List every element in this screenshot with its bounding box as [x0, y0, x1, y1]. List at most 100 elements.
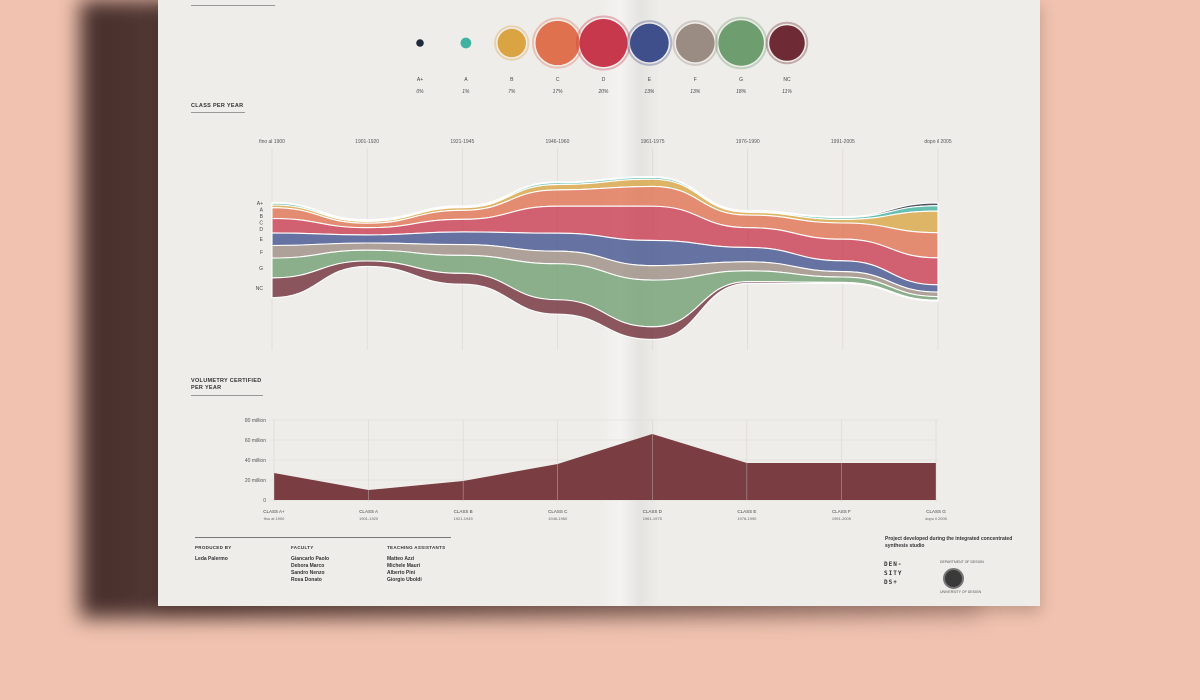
volume-y-tick: 60 million: [245, 438, 266, 444]
volume-y-tick: 80 million: [245, 418, 266, 424]
bubble-value: 0%: [416, 89, 424, 95]
university-footer: University of Design: [940, 590, 982, 594]
volume-area-chart: 80 million 60 million 40 million 20 million…: [245, 418, 948, 521]
bubble-label: B: [510, 77, 514, 83]
credit-name: Leda Palermo: [195, 556, 228, 562]
bubble-label: C: [556, 77, 560, 83]
volume-x-sublabel: fino al 1900: [264, 516, 285, 521]
section-title-volumetry: VOLUMETRY CERTIFIED PER YEAR: [191, 378, 263, 396]
credits-divider: [195, 537, 451, 538]
bubble-c: [535, 20, 580, 66]
bubble-f-ring: [672, 20, 719, 66]
volume-x-label: CLASS F: [832, 509, 851, 514]
faculty-label: FACULTY: [291, 545, 314, 550]
bubble-d: [579, 19, 628, 67]
volume-x-label: CLASS E: [737, 509, 756, 514]
university-label: Department of Design: [940, 560, 984, 564]
volume-x-sublabel: 1961-1975: [643, 516, 663, 521]
volume-x-sublabel: 1976-1990: [737, 516, 757, 521]
bubble-e: [630, 23, 669, 63]
bubble-label: NC: [783, 77, 791, 83]
bubble-label: A: [464, 77, 468, 83]
bubble-value: 11%: [782, 89, 792, 95]
credits-teaching: TEACHING ASSISTANTS Matteo Azzi Michele …: [387, 545, 445, 584]
bubble-label: G: [739, 77, 743, 83]
credit-name: Giancarlo Paolo: [291, 556, 330, 562]
bubble-value: 18%: [736, 89, 747, 95]
volume-x-label: CLASS C: [548, 509, 568, 514]
volume-x-sublabel: 1991-2005: [832, 516, 852, 521]
produced-by-label: PRODUCED BY: [195, 545, 232, 550]
stream-x-label: 1991-2005: [831, 139, 855, 145]
bubble-g-ring: [714, 16, 768, 70]
volume-x-label: CLASS D: [643, 509, 663, 514]
bubble-b-ring: [494, 25, 530, 61]
credit-name: Sandro Nenzo: [291, 570, 325, 576]
streamgraph-chart: fino al 1900 1901-1920 1921-1945 1946-1960 1…: [256, 139, 952, 350]
logo-line: DS+: [884, 579, 898, 586]
logo-line: SITY: [884, 570, 903, 577]
bubble-aplus: [416, 39, 424, 47]
bubble-g: [718, 20, 764, 66]
bubble-value: 13%: [644, 89, 655, 95]
volume-y-tick: 40 million: [245, 458, 266, 464]
stream-y-label: A: [260, 207, 264, 213]
bubble-nc-ring: [765, 21, 809, 65]
density-logo: DEN- SITY DS+: [884, 560, 902, 587]
stream-y-label: NC: [256, 286, 264, 292]
credit-name: Alberto Pini: [387, 570, 416, 576]
stream-y-label: A+: [257, 201, 263, 207]
stream-y-label: B: [260, 214, 264, 220]
stream-x-label: fino al 1900: [259, 139, 285, 145]
bubble-chart: A+ 0% A 1% B 7% C 17% D 20% E 13% F 13% G 18% NC 11%: [416, 15, 809, 95]
bubble-label: E: [648, 77, 652, 83]
volume-x-label: CLASS G: [926, 509, 946, 514]
bubble-label: D: [602, 77, 606, 83]
bubble-a: [460, 37, 472, 49]
bubble-value: 1%: [462, 89, 470, 95]
stream-x-label: 1901-1920: [355, 139, 379, 145]
stream-x-label: dopo il 2005: [924, 139, 951, 145]
logo-line: DEN-: [884, 561, 903, 568]
bubble-e-ring: [626, 20, 673, 66]
credit-name: Rosa Donato: [291, 577, 322, 583]
bubble-value: 17%: [553, 89, 564, 95]
stream-y-label: F: [260, 250, 263, 256]
teaching-label: TEACHING ASSISTANTS: [387, 545, 446, 550]
credit-name: Michele Mauri: [387, 563, 421, 569]
stream-x-label: 1976-1990: [736, 139, 760, 145]
credit-name: Debora Marco: [291, 563, 325, 569]
credits-faculty: FACULTY Giancarlo Paolo Debora Marco San…: [291, 545, 329, 584]
section-title-class-per-year: CLASS PER YEAR: [191, 103, 245, 113]
volume-x-label: CLASS A+: [263, 509, 285, 514]
bubble-label: F: [694, 77, 697, 83]
volume-x-sublabel: dopo il 2005: [925, 516, 948, 521]
section-title-per-class: PER CLASS: [191, 0, 275, 6]
volume-x-sublabel: 1901-1920: [359, 516, 379, 521]
bubble-d-ring: [576, 15, 631, 71]
credit-name: Giorgio Uboldi: [387, 577, 422, 583]
volume-x-sublabel: 1921-1945: [454, 516, 474, 521]
volume-y-tick: 0: [263, 498, 266, 504]
volume-y-tick: 20 million: [245, 478, 266, 484]
bubble-value: 13%: [690, 89, 701, 95]
bubble-b: [497, 28, 526, 58]
bubble-label: A+: [417, 77, 423, 83]
volume-x-label: CLASS A: [359, 509, 378, 514]
stream-y-label: D: [259, 227, 263, 233]
credit-name: Matteo Azzi: [387, 556, 415, 562]
bubble-nc: [769, 25, 805, 61]
stream-x-label: 1921-1945: [450, 139, 474, 145]
volume-x-sublabel: 1946-1960: [548, 516, 568, 521]
bubble-f: [675, 23, 715, 63]
bubble-value: 20%: [597, 89, 609, 95]
volume-x-label: CLASS B: [454, 509, 473, 514]
stream-y-label: C: [259, 220, 263, 226]
stream-y-label: E: [260, 237, 264, 243]
project-description: Project developed during the integrated …: [885, 536, 1013, 549]
bubble-value: 7%: [508, 89, 516, 95]
stream-x-label: 1946-1960: [545, 139, 569, 145]
stream-layer-nc: [271, 260, 939, 341]
volume-area: [274, 434, 936, 500]
